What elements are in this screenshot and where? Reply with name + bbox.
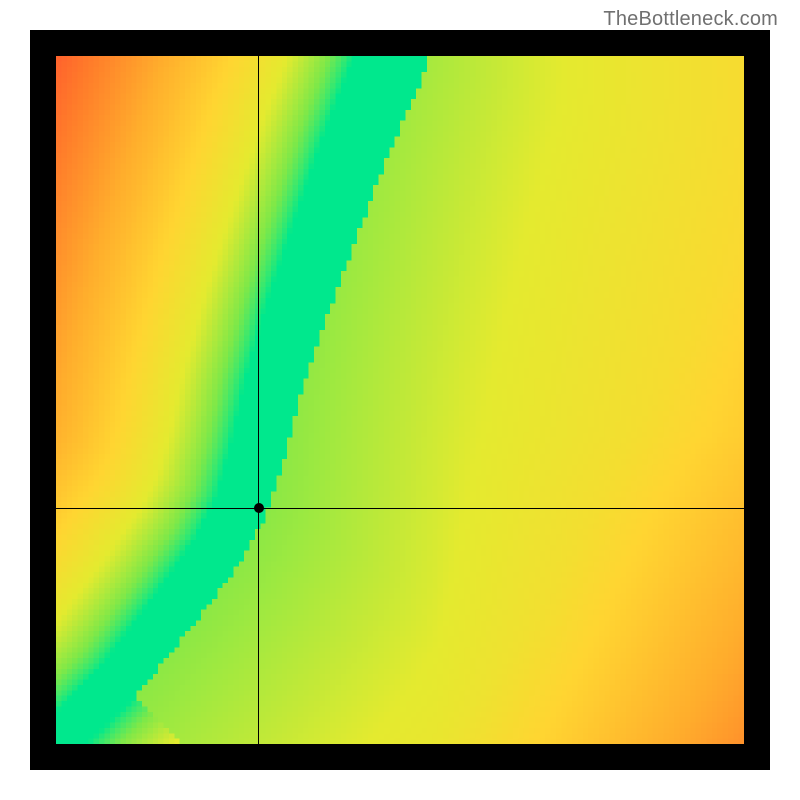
marker-dot [254,503,264,513]
crosshair-horizontal [56,508,744,509]
root: TheBottleneck.com [0,0,800,800]
watermark-text: TheBottleneck.com [603,8,778,31]
crosshair-vertical [258,56,259,744]
chart-outer-frame [30,30,770,770]
heatmap-canvas [56,56,744,744]
